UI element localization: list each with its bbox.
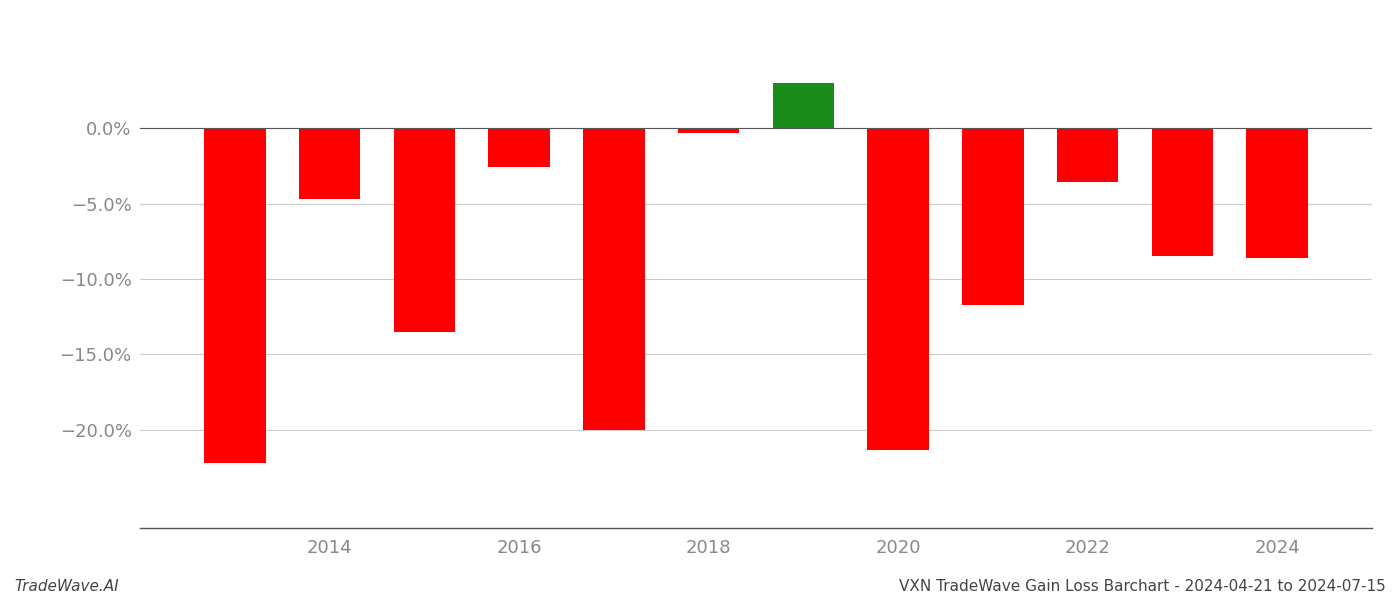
Bar	[582, 128, 644, 430]
Bar	[868, 128, 930, 449]
Bar	[1246, 128, 1308, 258]
Bar	[1057, 128, 1119, 182]
Bar	[773, 83, 834, 128]
Bar	[298, 128, 360, 199]
Bar	[393, 128, 455, 332]
Bar	[489, 128, 550, 167]
Bar	[1152, 128, 1214, 256]
Text: TradeWave.AI: TradeWave.AI	[14, 579, 119, 594]
Bar	[678, 128, 739, 133]
Bar	[204, 128, 266, 463]
Bar	[962, 128, 1023, 305]
Text: VXN TradeWave Gain Loss Barchart - 2024-04-21 to 2024-07-15: VXN TradeWave Gain Loss Barchart - 2024-…	[899, 579, 1386, 594]
